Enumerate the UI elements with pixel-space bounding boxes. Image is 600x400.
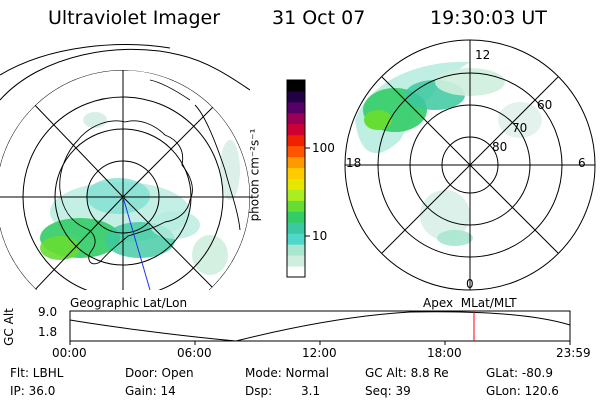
colorbar-unit-label: photon cm⁻²s⁻¹ <box>247 128 262 222</box>
dsp-label: Dsp: <box>245 384 273 398</box>
dsp-value: 3.1 <box>301 384 321 398</box>
filter-info: Flt: LBHL <box>10 366 64 380</box>
altitude-plot <box>69 310 571 345</box>
xtick-1800: 18:00 <box>427 346 462 360</box>
altitude-ytick-low: 1.8 <box>38 325 58 339</box>
colorbar-band <box>287 134 305 147</box>
altitude-curve <box>69 311 571 342</box>
seq-info: Seq: 39 <box>365 384 411 398</box>
colorbar-tick-10: 10 <box>312 229 328 243</box>
mlt-label-18: 18 <box>346 156 362 170</box>
time-label: 19:30:03 UT <box>430 7 547 29</box>
date-label: 31 Oct 07 <box>272 7 366 29</box>
colorbar-band <box>287 178 305 190</box>
mlat-label-60: 60 <box>537 98 553 112</box>
colorbar-band <box>287 200 305 212</box>
mlt-label-0: 0 <box>466 277 474 291</box>
geographic-map <box>0 44 250 290</box>
color-bar <box>287 80 305 278</box>
glat-info: GLat: -80.9 <box>486 366 553 380</box>
aurora-emission-right <box>355 61 542 246</box>
colorbar-band <box>287 90 305 103</box>
colorbar-band <box>287 222 305 234</box>
mlat-label-80: 80 <box>492 140 508 154</box>
apex-label: Apex MLat/MLT <box>423 296 517 310</box>
colorbar-band <box>287 211 305 223</box>
xtick-0000: 00:00 <box>52 346 87 360</box>
colorbar-band <box>287 244 305 256</box>
mlt-label-6: 6 <box>578 156 586 170</box>
noon-meridian-line <box>122 196 151 290</box>
xtick-1200: 12:00 <box>302 346 337 360</box>
ip-info: IP: 36.0 <box>10 384 56 398</box>
geographic-label: Geographic Lat/Lon <box>70 296 188 310</box>
colorbar-band <box>287 233 305 245</box>
colorbar-band <box>287 255 305 267</box>
colorbar-band <box>287 101 305 114</box>
instrument-title: Ultraviolet Imager <box>48 7 221 29</box>
aurora-emission-left <box>40 112 240 275</box>
mlat-label-70: 70 <box>512 121 528 135</box>
antarctica-coastline <box>59 120 193 265</box>
colorbar-band <box>287 112 305 125</box>
door-info: Door: Open <box>125 366 194 380</box>
colorbar-band <box>287 156 305 169</box>
gain-info: Gain: 14 <box>125 384 176 398</box>
colorbar-tick-100: 100 <box>312 141 335 155</box>
mode-info: Mode: Normal <box>245 366 329 380</box>
mlt-label-12: 12 <box>475 48 491 62</box>
colorbar-band <box>287 189 305 201</box>
xtick-0600: 06:00 <box>177 346 212 360</box>
gc-alt-info: GC Alt: 8.8 Re <box>365 366 449 380</box>
colorbar-band <box>287 167 305 179</box>
altitude-ytick-high: 9.0 <box>38 305 58 319</box>
colorbar-band <box>287 123 305 136</box>
colorbar-band <box>287 145 305 158</box>
xtick-2359: 23:59 <box>556 346 591 360</box>
magnetic-map <box>344 39 596 291</box>
glon-info: GLon: 120.6 <box>486 384 559 398</box>
altitude-ylabel: GC Alt <box>1 308 16 346</box>
colorbar-band <box>287 80 305 92</box>
colorbar-band <box>287 266 305 278</box>
